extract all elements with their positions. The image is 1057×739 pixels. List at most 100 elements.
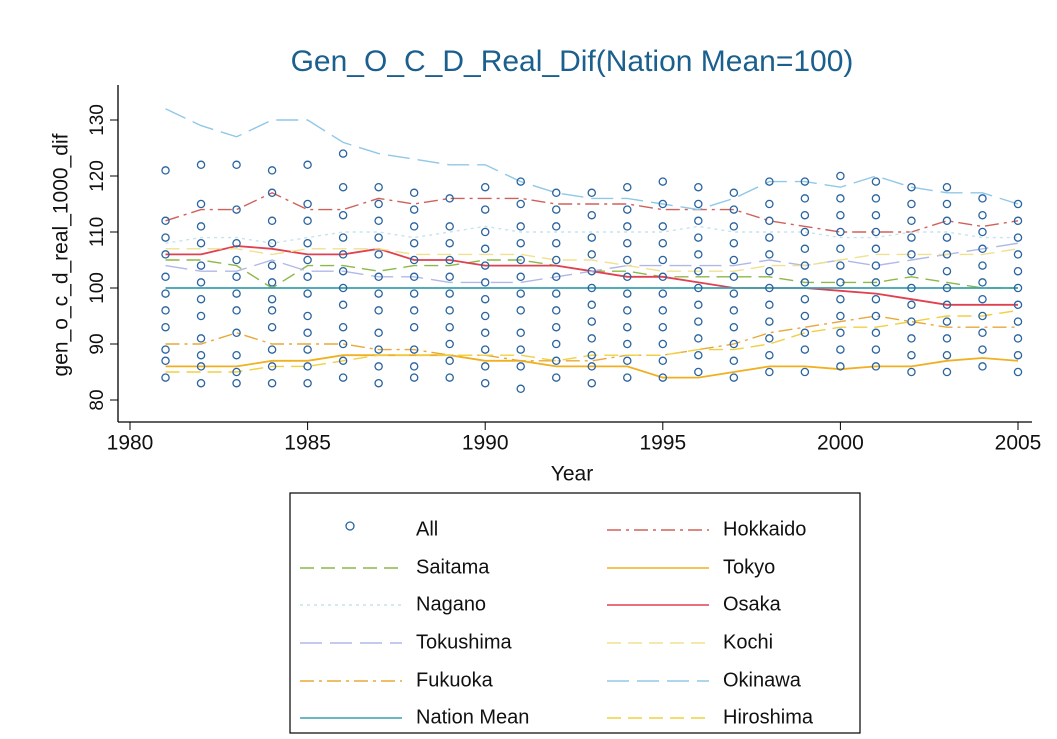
legend-label: Tokyo xyxy=(723,556,775,578)
scatter-point xyxy=(765,177,774,186)
scatter-point xyxy=(445,255,454,265)
scatter-point xyxy=(445,194,454,203)
scatter-point xyxy=(623,322,632,332)
y-tick-label: 110 xyxy=(87,217,108,247)
scatter-point xyxy=(303,311,312,321)
scatter-point xyxy=(445,306,454,315)
scatter-point xyxy=(551,373,561,382)
scatter-point xyxy=(267,306,277,315)
legend-label: Nagano xyxy=(416,593,486,615)
scatter-point xyxy=(445,222,454,231)
scatter-point xyxy=(978,311,987,321)
scatter-point xyxy=(658,373,668,382)
scatter-point xyxy=(161,306,170,315)
scatter-point xyxy=(729,356,739,366)
scatter-point xyxy=(694,233,703,242)
scatter-point xyxy=(658,272,668,282)
scatter-point xyxy=(516,199,525,209)
y-tick-label: 80 xyxy=(87,389,108,410)
scatter-point xyxy=(409,345,419,354)
scatter-point xyxy=(196,334,206,343)
scatter-point xyxy=(303,378,312,388)
scatter-point xyxy=(516,328,525,338)
scatter-point xyxy=(907,317,916,326)
scatter-point xyxy=(374,345,383,354)
scatter-point xyxy=(694,199,703,209)
scatter-point xyxy=(409,188,419,198)
scatter-point xyxy=(267,261,277,270)
scatter-point xyxy=(587,283,597,293)
scatter-point xyxy=(694,250,703,259)
scatter-point xyxy=(551,289,561,298)
scatter-point xyxy=(338,356,348,366)
scatter-point xyxy=(480,378,490,388)
scatter-point xyxy=(338,250,348,259)
scatter-point xyxy=(445,322,454,332)
series-line xyxy=(165,108,1019,211)
scatter-point xyxy=(871,261,881,270)
scatter-point xyxy=(978,261,987,270)
scatter-point xyxy=(1013,350,1023,360)
scatter-point xyxy=(836,227,845,237)
scatter-point xyxy=(729,322,739,332)
scatter-point xyxy=(800,328,810,338)
scatter-point xyxy=(765,367,774,377)
scatter-point xyxy=(374,289,383,298)
scatter-point xyxy=(587,317,597,326)
scatter-point xyxy=(942,266,952,276)
scatter-point xyxy=(694,317,703,326)
scatter-point xyxy=(516,306,525,315)
scatter-point xyxy=(516,238,525,248)
scatter-point xyxy=(303,160,312,170)
scatter-point xyxy=(800,177,810,186)
x-axis-label: Year xyxy=(551,463,593,486)
scatter-point xyxy=(694,266,703,276)
scatter-point xyxy=(516,289,525,298)
scatter-point xyxy=(836,244,845,254)
scatter-point xyxy=(800,244,810,254)
scatter-point xyxy=(196,378,206,388)
y-tick-label: 100 xyxy=(87,272,108,304)
scatter-point xyxy=(303,289,312,298)
scatter-point xyxy=(942,350,952,360)
scatter-point xyxy=(836,171,845,181)
scatter-point xyxy=(729,188,739,198)
scatter-point xyxy=(800,367,810,377)
scatter-point xyxy=(729,289,739,298)
scatter-point xyxy=(551,205,561,214)
scatter-point xyxy=(623,339,632,349)
scatter-point xyxy=(765,317,774,326)
series-line xyxy=(165,354,1019,379)
scatter-point xyxy=(480,362,490,371)
scatter-point xyxy=(942,334,952,343)
scatter-point xyxy=(1013,250,1023,259)
scatter-point xyxy=(836,311,845,321)
scatter-point xyxy=(196,278,206,287)
scatter-point xyxy=(587,378,597,388)
scatter-point xyxy=(836,345,845,354)
scatter-point xyxy=(871,328,881,338)
scatter-point xyxy=(480,345,490,354)
scatter-point xyxy=(587,334,597,343)
scatter-point xyxy=(409,362,419,371)
scatter-point xyxy=(374,378,383,388)
scatter-point xyxy=(765,300,774,310)
scatter-point xyxy=(551,238,561,248)
scatter-point xyxy=(551,322,561,332)
scatter-point xyxy=(729,339,739,349)
scatter-point xyxy=(658,289,668,298)
scatter-point xyxy=(978,362,987,371)
scatter-point xyxy=(587,350,597,360)
x-tick-label: 2000 xyxy=(817,432,864,455)
scatter-point xyxy=(978,278,987,287)
scatter-point xyxy=(409,289,419,298)
scatter-point xyxy=(480,294,490,304)
legend-label: Nation Mean xyxy=(416,706,529,728)
scatter-point xyxy=(338,210,348,220)
scatter-point xyxy=(658,322,668,332)
y-tick-label: 90 xyxy=(87,333,108,354)
scatter-point xyxy=(871,210,881,220)
scatter-point xyxy=(871,311,881,321)
scatter-point xyxy=(232,238,241,248)
scatter-point xyxy=(942,300,952,310)
